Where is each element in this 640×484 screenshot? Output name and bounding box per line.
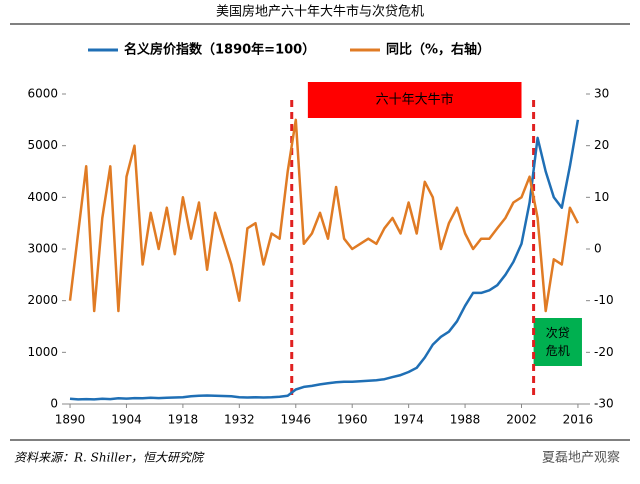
series-line [69,119,580,401]
x-tick-label: 1904 [111,413,142,427]
x-tick-label: 1918 [168,413,199,427]
y2-tick-label: 30 [594,87,609,101]
chart-title: 美国房地产六十年大牛市与次贷危机 [216,4,424,20]
legend-label: 同比（%，右轴） [386,42,490,58]
y-tick-label: 1000 [27,345,58,359]
x-tick-label: 1988 [450,413,481,427]
annotation-box [307,82,522,118]
y-tick-label: 2000 [27,293,58,307]
y2-tick-label: 20 [594,138,609,152]
y2-tick-label: -10 [594,293,614,307]
y-tick-label: 3000 [27,242,58,256]
x-tick-label: 1960 [337,413,368,427]
annotation-box [533,318,582,366]
source: 资料来源：R. Shiller，恒大研究院 [14,451,205,465]
x-tick-label: 1974 [393,413,424,427]
x-tick-label: 1946 [280,413,311,427]
annotation-text: 六十年大牛市 [376,92,454,108]
annotation-text: 次贷危机 [546,326,570,358]
y2-tick-label: -20 [594,345,614,359]
y-tick-label: 0 [50,397,58,411]
y2-tick-label: 10 [594,190,609,204]
y-tick-label: 6000 [27,87,58,101]
x-tick-label: 2002 [506,413,537,427]
legend-label: 名义房价指数（1890年=100） [124,42,315,58]
y2-tick-label: -30 [594,397,614,411]
series-line [68,118,580,313]
x-tick-label: 1932 [224,413,255,427]
watermark: 夏磊地产观察 [542,451,620,466]
y-tick-label: 5000 [27,138,58,152]
x-tick-label: 2016 [563,413,594,427]
y-tick-label: 4000 [27,190,58,204]
x-tick-label: 1890 [55,413,86,427]
y2-tick-label: 0 [594,242,602,256]
